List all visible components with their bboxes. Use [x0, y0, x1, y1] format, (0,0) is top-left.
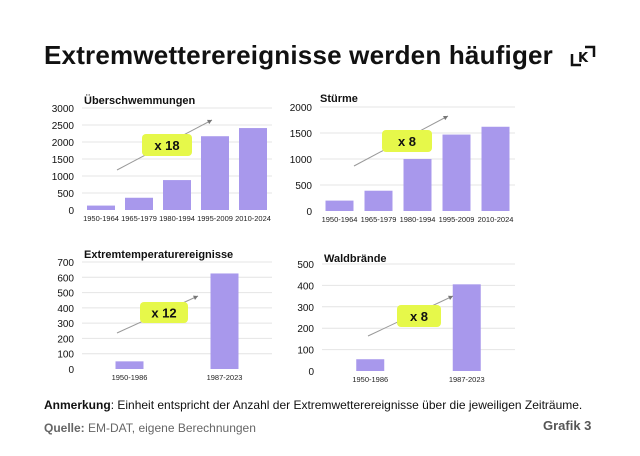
bar	[115, 361, 144, 369]
y-tick-label: 2500	[52, 121, 75, 132]
y-tick-label: 400	[57, 304, 74, 315]
growth-factor: x 8	[410, 309, 428, 324]
figure-label: Grafik 3	[543, 418, 592, 433]
y-tick-label: 300	[297, 303, 314, 314]
bar	[325, 200, 354, 211]
x-tick-label: 1995-2009	[197, 214, 233, 223]
chart-title: Stürme	[320, 93, 358, 105]
y-tick-label: 500	[57, 189, 74, 200]
svg-text:K: K	[578, 51, 589, 66]
y-tick-label: 500	[57, 289, 74, 300]
note-label: Anmerkung	[44, 398, 111, 412]
y-tick-label: 700	[57, 258, 74, 269]
chart-title: Überschwemmungen	[84, 94, 196, 107]
growth-factor: x 8	[398, 134, 416, 149]
arrow-head-icon	[443, 115, 448, 121]
source-label: Quelle:	[44, 421, 85, 435]
y-tick-label: 0	[68, 206, 74, 217]
arrow-head-icon	[193, 295, 198, 301]
x-tick-label: 1950-1986	[112, 373, 148, 382]
x-tick-label: 1987-2023	[449, 375, 485, 384]
x-tick-label: 1950-1986	[352, 375, 388, 384]
y-tick-label: 1500	[52, 155, 75, 166]
x-tick-label: 1965-1979	[361, 215, 397, 224]
growth-factor: x 18	[154, 138, 179, 153]
bar	[210, 273, 239, 369]
growth-badge	[397, 305, 441, 327]
y-tick-label: 100	[57, 350, 74, 361]
growth-factor: x 12	[151, 306, 176, 321]
x-tick-label: 1965-1979	[121, 214, 157, 223]
y-tick-label: 3000	[52, 104, 75, 115]
chart-2: Stürme 0 500 1000 1500 2000 1950-1964 1965-1979…	[290, 93, 515, 224]
chart-1: Überschwemmungen 0 500 1000 1500 2000 2500 3000…	[52, 94, 272, 223]
chart-3: Extremtemperaturereignisse 0 100 200 300 400 5…	[57, 249, 272, 382]
bar	[201, 136, 229, 210]
x-tick-label: 1950-1964	[83, 214, 119, 223]
y-tick-label: 0	[308, 367, 314, 378]
x-tick-label: 1980-1994	[400, 215, 436, 224]
growth-badge	[140, 302, 188, 323]
chart-title: Waldbrände	[324, 253, 387, 265]
arrow-head-icon	[207, 119, 212, 125]
y-tick-label: 2000	[52, 138, 75, 149]
source-text: EM-DAT, eigene Berechnungen	[84, 421, 256, 435]
y-tick-label: 0	[68, 365, 74, 376]
x-tick-label: 1980-1994	[159, 214, 195, 223]
y-tick-label: 100	[297, 346, 314, 357]
y-tick-label: 400	[297, 281, 314, 292]
growth-badge	[142, 134, 192, 156]
growth-badge	[382, 130, 432, 152]
bar	[125, 197, 153, 210]
logo-icon: K	[570, 45, 596, 67]
bar	[364, 190, 393, 211]
y-tick-label: 1000	[52, 172, 75, 183]
bar	[163, 180, 191, 210]
note-text: : Einheit entspricht der Anzahl der Extr…	[110, 398, 583, 412]
x-tick-label: 1995-2009	[439, 215, 475, 224]
y-tick-label: 200	[57, 334, 74, 345]
chart-4: Waldbrände 0 100 200 300 400 500 1950-1986 1987-…	[297, 253, 515, 384]
x-tick-label: 1950-1964	[322, 215, 358, 224]
bar	[481, 126, 510, 211]
page-title: Extremwetterereignisse werden häufiger	[44, 40, 554, 70]
chart-title: Extremtemperaturereignisse	[84, 249, 233, 261]
y-tick-label: 1000	[290, 155, 313, 166]
bar	[442, 134, 471, 211]
bar	[239, 128, 267, 210]
bar	[356, 359, 385, 371]
y-tick-label: 200	[297, 324, 314, 335]
x-tick-label: 2010-2024	[235, 214, 271, 223]
arrow-head-icon	[448, 295, 453, 301]
y-tick-label: 600	[57, 273, 74, 284]
x-tick-label: 2010-2024	[478, 215, 514, 224]
y-tick-label: 300	[57, 319, 74, 330]
y-tick-label: 1500	[290, 129, 313, 140]
y-tick-label: 2000	[290, 103, 313, 114]
bar	[87, 205, 115, 210]
bar	[403, 159, 432, 211]
source: Quelle: EM-DAT, eigene Berechnungen	[44, 421, 256, 435]
bar	[452, 284, 481, 371]
note: Anmerkung: Einheit entspricht der Anzahl…	[44, 398, 582, 412]
y-tick-label: 500	[297, 260, 314, 271]
y-tick-label: 500	[295, 181, 312, 192]
y-tick-label: 0	[306, 207, 312, 218]
x-tick-label: 1987-2023	[207, 373, 243, 382]
